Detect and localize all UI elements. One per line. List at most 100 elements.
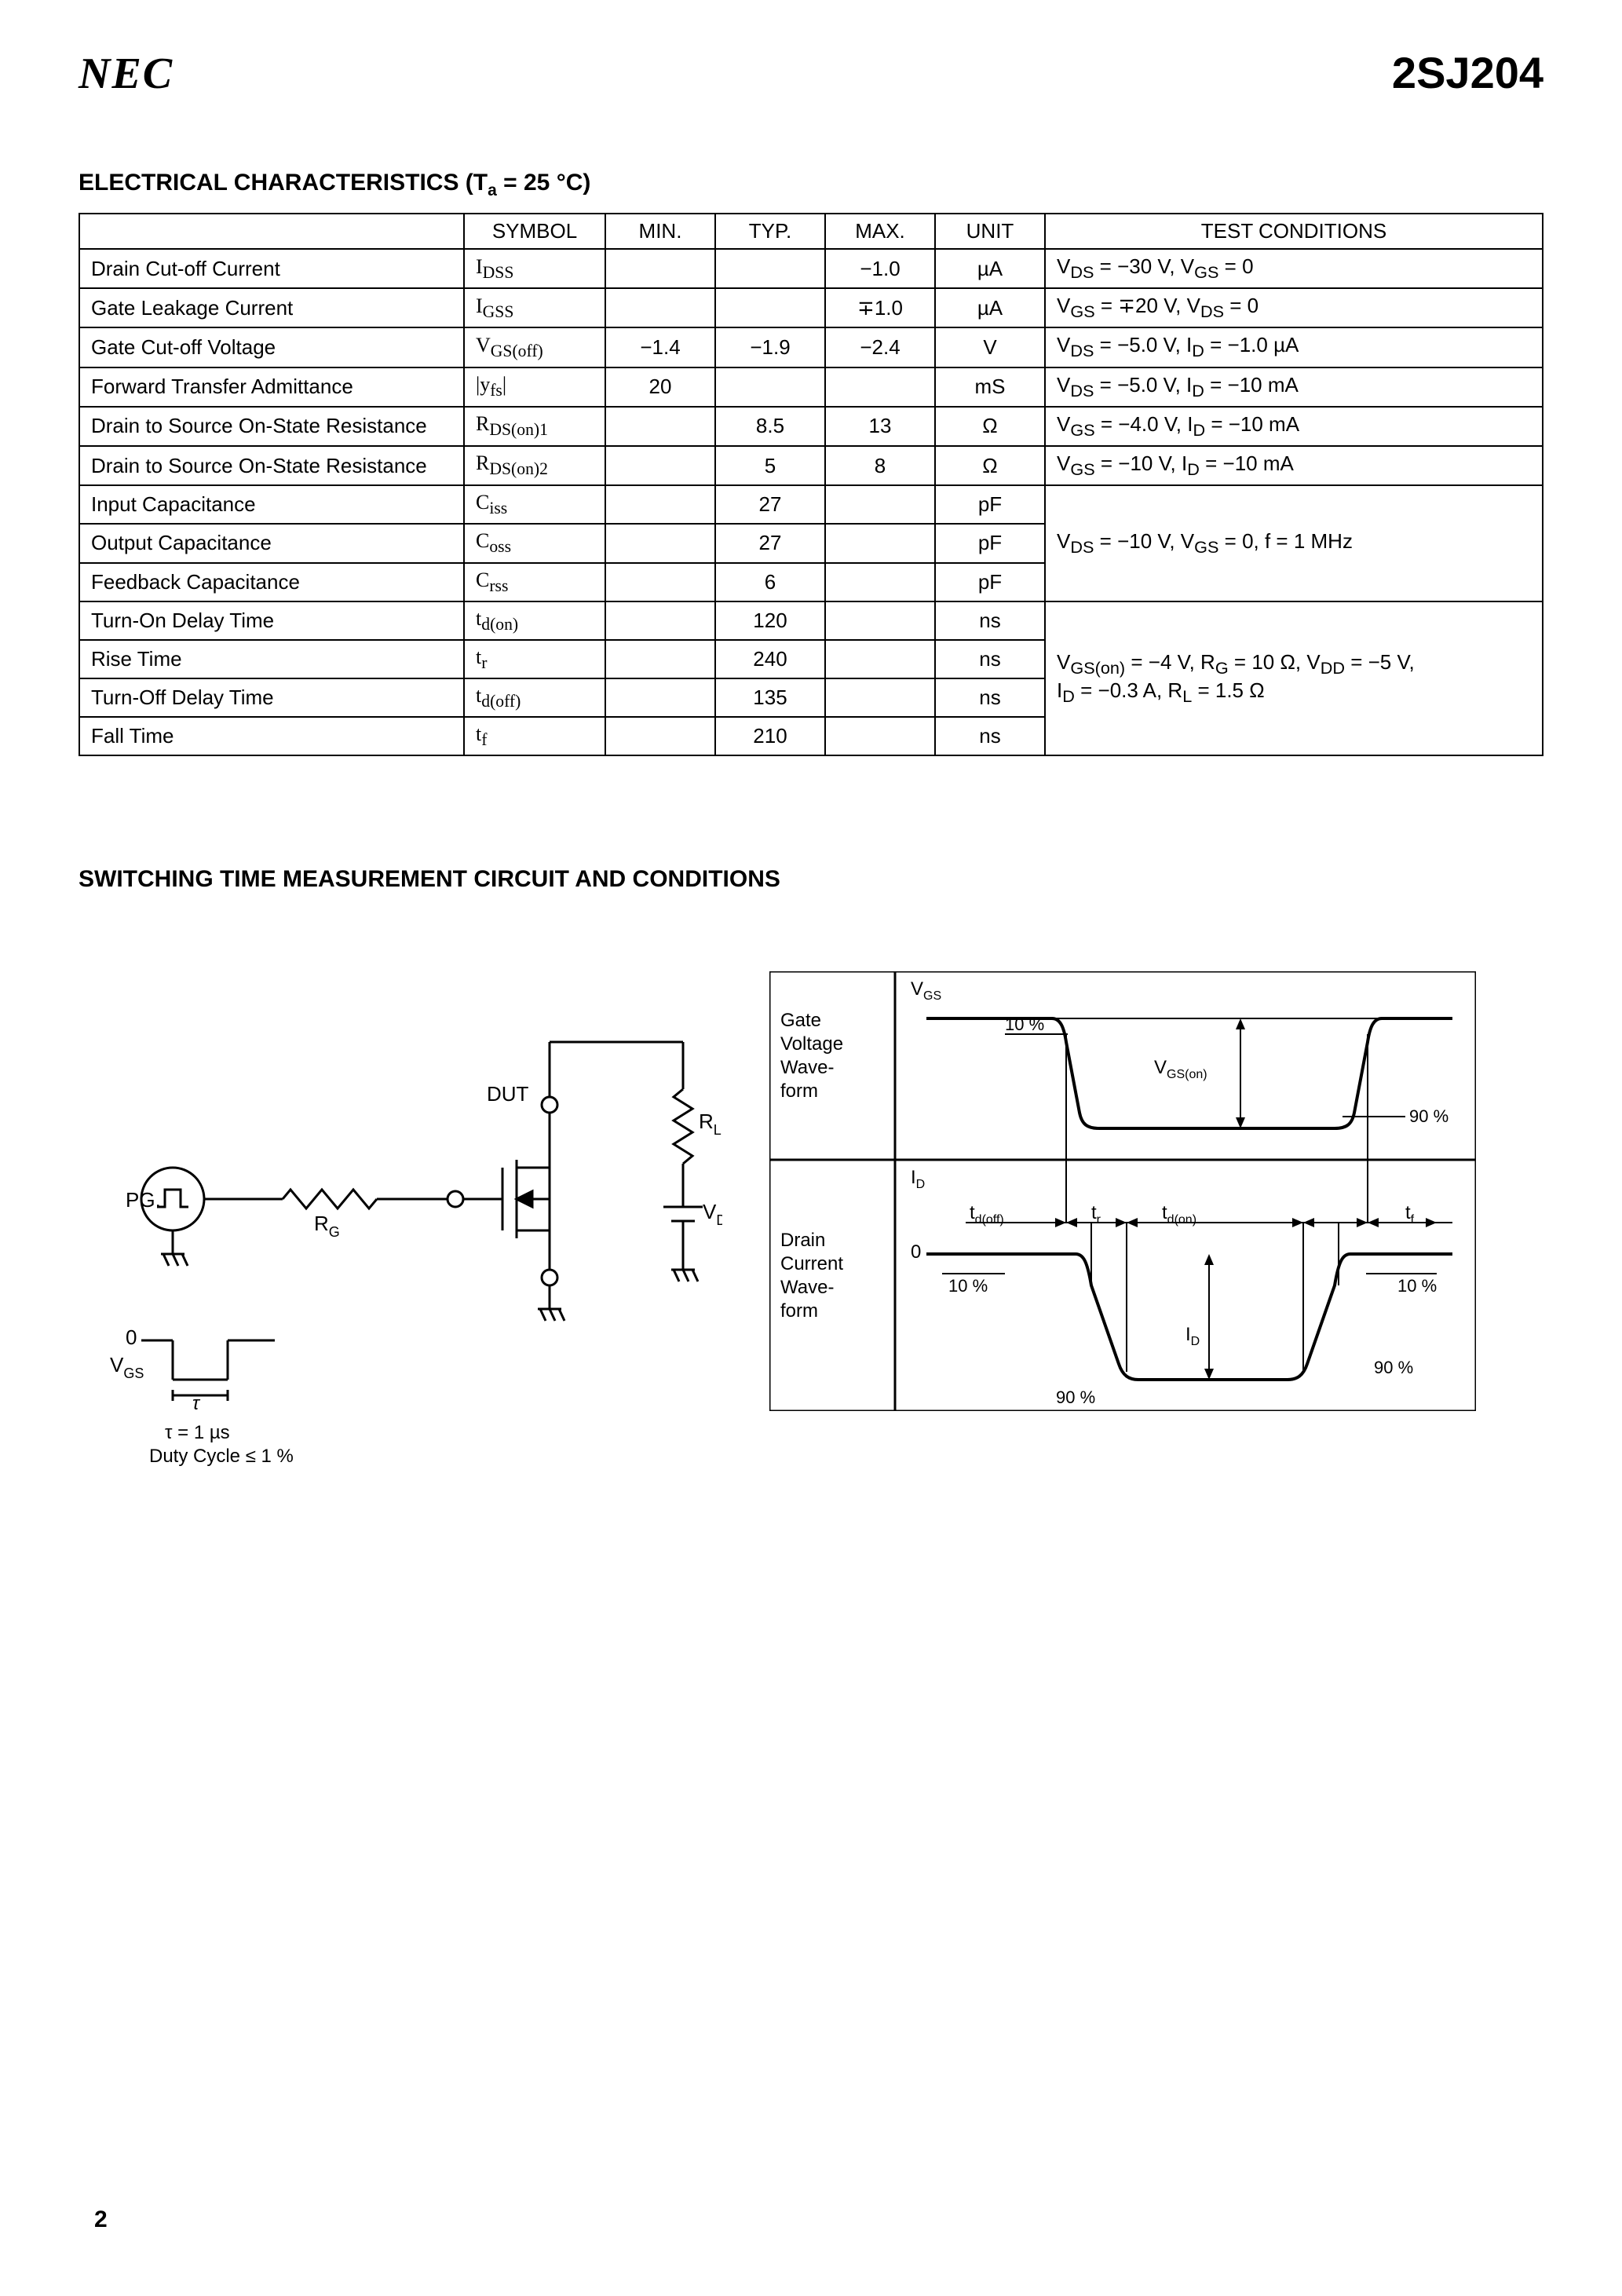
vgs-hdr: VGS (911, 978, 941, 1003)
ten-pct-1: 10 % (1005, 1015, 1044, 1034)
cell (825, 485, 935, 524)
ninety-pct-2: 90 % (1056, 1387, 1095, 1407)
duty-note: Duty Cycle ≤ 1 % (149, 1446, 294, 1467)
cell: Input Capacitance (79, 485, 464, 524)
cell: 13 (825, 407, 935, 446)
cell: pF (935, 524, 1045, 562)
cell: 240 (715, 640, 825, 678)
cell (825, 524, 935, 562)
vgs-on: VGS(on) (1154, 1057, 1207, 1081)
tr-lbl: tr (1091, 1202, 1101, 1227)
cell: RDS(on)2 (464, 446, 605, 485)
cell (825, 367, 935, 407)
title-sub: a (488, 181, 497, 199)
rl-label: RL (699, 1110, 721, 1138)
cell: Turn-On Delay Time (79, 601, 464, 640)
cell: Coss (464, 524, 605, 562)
cell: ns (935, 717, 1045, 755)
cell (605, 601, 715, 640)
cell-cond: VGS = −10 V, ID = −10 mA (1045, 446, 1543, 485)
zero-label: 0 (126, 1325, 137, 1349)
pg-label: PG. (126, 1188, 161, 1212)
cell (605, 288, 715, 327)
cell: 8.5 (715, 407, 825, 446)
cell: Drain Cut-off Current (79, 249, 464, 288)
cell-cond: VGS = ∓20 V, VDS = 0 (1045, 288, 1543, 327)
cell (605, 563, 715, 601)
zero-id: 0 (911, 1241, 921, 1263)
id-hdr: ID (911, 1167, 925, 1191)
waveform-diagram: Gate Voltage Wave- form Drain Current Wa… (769, 971, 1476, 1411)
cell: VGS(off) (464, 327, 605, 367)
rg-label: RG (314, 1212, 340, 1240)
cell: −1.4 (605, 327, 715, 367)
circuit-diagram: PG. RG DUT RL VDD 0 VGS τ τ = 1 µs Duty … (79, 971, 722, 1482)
cell (605, 407, 715, 446)
cell (715, 249, 825, 288)
col-cond: TEST CONDITIONS (1045, 214, 1543, 249)
cell (605, 524, 715, 562)
cell: Gate Cut-off Voltage (79, 327, 464, 367)
cell: Feedback Capacitance (79, 563, 464, 601)
dut-label: DUT (487, 1082, 529, 1106)
diagrams-row: PG. RG DUT RL VDD 0 VGS τ τ = 1 µs Duty … (79, 971, 1543, 1482)
cell: 120 (715, 601, 825, 640)
cell (605, 485, 715, 524)
cell: Drain to Source On-State Resistance (79, 407, 464, 446)
cell: 210 (715, 717, 825, 755)
cell: ∓1.0 (825, 288, 935, 327)
cell: Rise Time (79, 640, 464, 678)
cell: Gate Leakage Current (79, 288, 464, 327)
table-row: Turn-On Delay Timetd(on)120nsVGS(on) = −… (79, 601, 1543, 640)
cell: tf (464, 717, 605, 755)
cell (825, 678, 935, 717)
cell: 27 (715, 485, 825, 524)
cell: ns (935, 601, 1045, 640)
cell: 135 (715, 678, 825, 717)
vgs-pulse-label: VGS (110, 1353, 144, 1381)
nec-logo: NEC (79, 49, 174, 99)
cell (715, 367, 825, 407)
cell: RDS(on)1 (464, 407, 605, 446)
cell-cond: VGS(on) = −4 V, RG = 10 Ω, VDD = −5 V,ID… (1045, 601, 1543, 756)
dc3: Wave- (780, 1277, 834, 1298)
cell: −1.9 (715, 327, 825, 367)
cell: 5 (715, 446, 825, 485)
switching-title: SWITCHING TIME MEASUREMENT CIRCUIT AND C… (79, 866, 1543, 893)
cell-cond: VDS = −5.0 V, ID = −10 mA (1045, 367, 1543, 407)
cell (825, 717, 935, 755)
cell (605, 678, 715, 717)
cell: |yfs| (464, 367, 605, 407)
ninety-pct-3: 90 % (1374, 1358, 1413, 1377)
gv1: Gate (780, 1010, 821, 1031)
table-row: Forward Transfer Admittance|yfs|20mSVDS … (79, 367, 1543, 407)
ten-pct-2: 10 % (948, 1276, 988, 1296)
datasheet-page: NEC 2SJ204 ELECTRICAL CHARACTERISTICS (T… (0, 0, 1622, 2296)
cell: mS (935, 367, 1045, 407)
cell (605, 717, 715, 755)
col-max: MAX. (825, 214, 935, 249)
col-typ: TYP. (715, 214, 825, 249)
col-symbol: SYMBOL (464, 214, 605, 249)
tf-lbl: tf (1405, 1202, 1415, 1227)
cell: µA (935, 288, 1045, 327)
table-header-row: SYMBOL MIN. TYP. MAX. UNIT TEST CONDITIO… (79, 214, 1543, 249)
cell-cond: VGS = −4.0 V, ID = −10 mA (1045, 407, 1543, 446)
col-param (79, 214, 464, 249)
cell-cond: VDS = −10 V, VGS = 0, f = 1 MHz (1045, 485, 1543, 601)
page-number: 2 (94, 2206, 108, 2233)
cell: pF (935, 563, 1045, 601)
cell: µA (935, 249, 1045, 288)
vdd-label: VDD (703, 1200, 722, 1228)
col-unit: UNIT (935, 214, 1045, 249)
part-number: 2SJ204 (1392, 47, 1543, 98)
cell (825, 640, 935, 678)
cell: IGSS (464, 288, 605, 327)
page-header: NEC 2SJ204 (79, 47, 1543, 99)
cell: IDSS (464, 249, 605, 288)
ten-pct-3: 10 % (1397, 1276, 1437, 1296)
ninety-pct-1: 90 % (1409, 1106, 1448, 1126)
cell (605, 249, 715, 288)
table-row: Drain to Source On-State ResistanceRDS(o… (79, 407, 1543, 446)
electrical-title: ELECTRICAL CHARACTERISTICS (Ta = 25 °C) (79, 170, 1543, 200)
